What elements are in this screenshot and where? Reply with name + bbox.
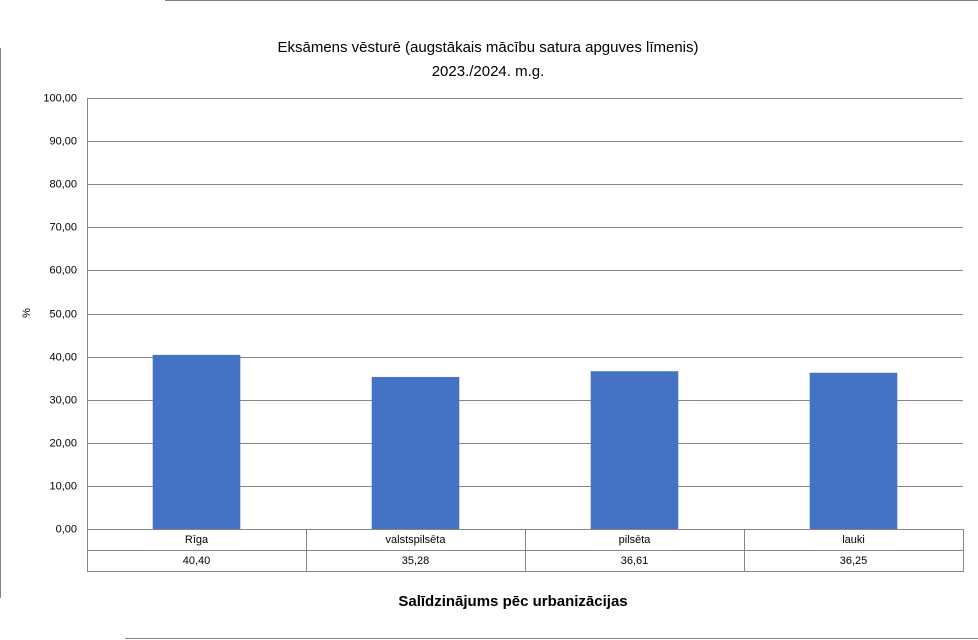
y-tick-label: 10,00: [49, 480, 77, 492]
data-label: 35,28: [402, 555, 430, 567]
x-tick-label: pilsēta: [619, 534, 652, 546]
bar: [590, 371, 679, 529]
y-tick-label: 20,00: [49, 437, 77, 449]
bar: [809, 372, 898, 529]
x-tick-label: lauki: [842, 534, 865, 546]
y-tick-label: 40,00: [49, 351, 77, 363]
x-axis-label: Salīdzinājums pēc urbanizācijas: [398, 593, 627, 610]
x-tick-label: valstspilsēta: [386, 534, 447, 546]
x-tick-label: Rīga: [185, 534, 209, 546]
y-tick-label: 50,00: [49, 308, 77, 320]
y-tick-label: 30,00: [49, 394, 77, 406]
data-label: 36,25: [840, 555, 868, 567]
chart-title: Eksāmens vēsturē (augstākais mācību satu…: [277, 39, 698, 56]
y-tick-label: 60,00: [49, 264, 77, 276]
y-tick-label: 70,00: [49, 221, 77, 233]
y-tick-label: 100,00: [43, 92, 77, 104]
chart-subtitle: 2023./2024. m.g.: [432, 63, 545, 80]
y-axis-label: %: [21, 308, 33, 318]
y-tick-label: 0,00: [56, 523, 77, 535]
y-tick-label: 90,00: [49, 135, 77, 147]
y-tick-label: 80,00: [49, 178, 77, 190]
data-label: 40,40: [183, 555, 211, 567]
bar: [371, 376, 460, 529]
data-label: 36,61: [621, 555, 649, 567]
bar: [152, 354, 241, 529]
